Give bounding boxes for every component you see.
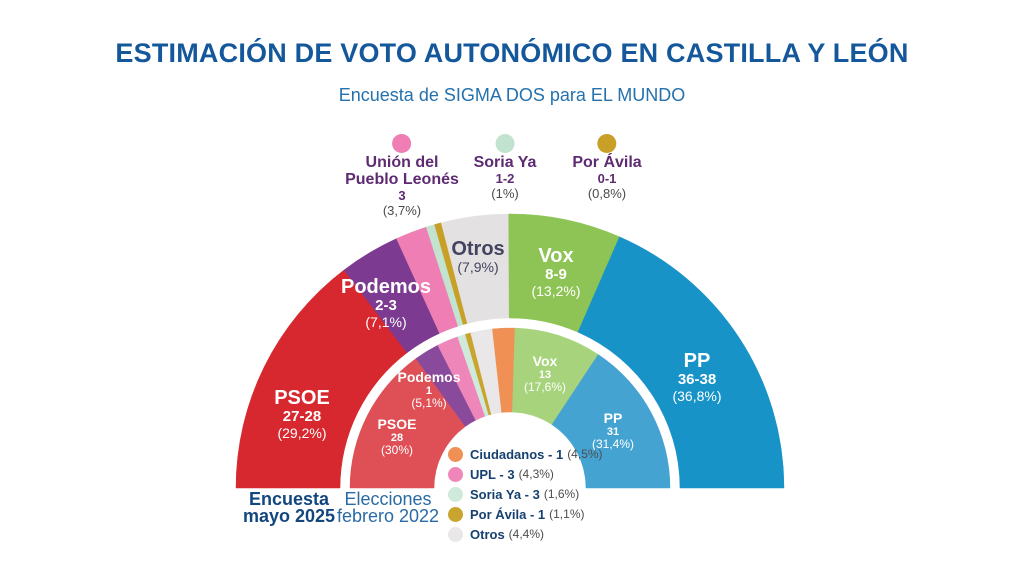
top-legend-item-por-avila: Por Ávila 0-1 (0,8%) [572,134,642,201]
top-legend-item-upl: Unión del Pueblo Leonés 3 (3,7%) [345,134,459,218]
top-legend-name: Soria Ya [473,154,537,171]
top-legend-pct: (0,8%) [587,186,627,201]
por-avila-color-dot-icon [448,506,463,522]
page-subtitle: Encuesta de SIGMA DOS para EL MUNDO [338,85,686,105]
inner-legend-item-upl: UPL - 3 (4,3%) [448,464,603,484]
upl-color-dot-icon [448,466,463,482]
segment-inner-psoe [349,358,466,489]
inner-legend: Ciudadanos - 1 (4,5%) UPL - 3 (4,3%) Sor… [448,444,603,544]
segment-outer-pp [577,236,785,489]
segment-label-outer-pp: PP 36-38 (36,8%) [672,350,722,404]
soria-ya-color-dot-icon [495,134,515,153]
top-legend-seats: 3 [398,188,406,203]
top-legend-name: Unión del [365,154,439,171]
inner-legend-item-por-avila: Por Ávila - 1 (1,1%) [448,504,603,524]
otros-color-dot-icon [448,526,463,542]
ring-caption-encuesta-mayo-2025: Encuesta mayo 2025 [242,489,336,526]
top-legend-pct: (3,7%) [382,203,422,218]
top-legend-name: Pueblo Leonés [345,171,459,188]
top-legend-seats: 0-1 [597,171,617,186]
inner-legend-item-ciudadanos: Ciudadanos - 1 (4,5%) [448,444,603,464]
por-avila-color-dot-icon [597,134,617,153]
soria-ya-color-dot-icon [448,486,463,502]
segment-label-outer-vox: Vox 8-9 (13,2%) [531,245,581,299]
segment-label-outer-podemos: Podemos 2-3 (7,1%) [340,276,432,330]
segment-label-inner-vox: Vox 13 (17,6%) [523,353,567,394]
segment-label-inner-pp: PP 31 (31,4%) [591,410,635,451]
ciudadanos-color-dot-icon [448,446,463,462]
segment-label-inner-podemos: Podemos 1 (5,1%) [397,369,461,410]
top-legend-seats: 1-2 [495,171,515,186]
inner-legend-item-otros: Otros (4,4%) [448,524,603,544]
segment-outer-psoe [235,269,408,489]
upl-color-dot-icon [392,134,412,153]
inner-legend-item-soria-ya: Soria Ya - 3 (1,6%) [448,484,603,504]
page-title: ESTIMACIÓN DE VOTO AUTONÓMICO EN CASTILL… [115,38,909,68]
segment-label-outer-psoe: PSOE 27-28 (29,2%) [274,387,330,441]
top-legend-name: Por Ávila [572,154,642,171]
segment-inner-pp [551,354,671,489]
ring-caption-elecciones-febrero-2022: Elecciones febrero 2022 [336,489,440,526]
segment-label-outer-otros: Otros (7,9%) [451,238,505,275]
top-legend-pct: (1%) [491,186,519,201]
top-legend-item-soria-ya: Soria Ya 1-2 (1%) [473,134,537,201]
segment-label-inner-psoe: PSOE 28 (30%) [377,416,417,457]
